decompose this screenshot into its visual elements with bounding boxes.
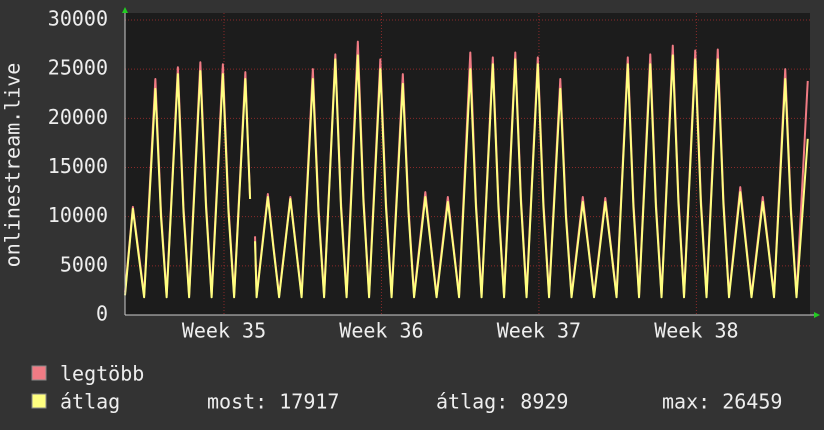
y-tick-label: 10000 — [48, 203, 108, 227]
legend-label: legtöbb — [60, 362, 144, 386]
legend-stat: átlag: 8929 — [436, 390, 568, 414]
x-arrow — [814, 312, 820, 318]
x-tick-label: Week 35 — [182, 319, 266, 343]
y-tick-label: 0 — [96, 302, 108, 326]
legend-swatch — [31, 393, 47, 409]
legend-swatch — [31, 365, 47, 381]
y-arrow — [122, 7, 128, 13]
x-tick-label: Week 36 — [339, 319, 423, 343]
series-line — [124, 54, 809, 299]
legend-stat: most: 17917 — [207, 390, 339, 414]
y-tick-label: 20000 — [48, 105, 108, 129]
y-tick-label: 15000 — [48, 154, 108, 178]
y-tick-label: 5000 — [60, 252, 108, 276]
y-tick-label: 30000 — [48, 7, 108, 31]
legend-label: átlag — [60, 390, 120, 414]
x-tick-label: Week 37 — [497, 319, 581, 343]
x-tick-label: Week 38 — [654, 319, 738, 343]
y-tick-label: 25000 — [48, 56, 108, 80]
legend-stat: max: 26459 — [662, 390, 782, 414]
y-axis-label: onlinestream.live — [1, 63, 25, 268]
